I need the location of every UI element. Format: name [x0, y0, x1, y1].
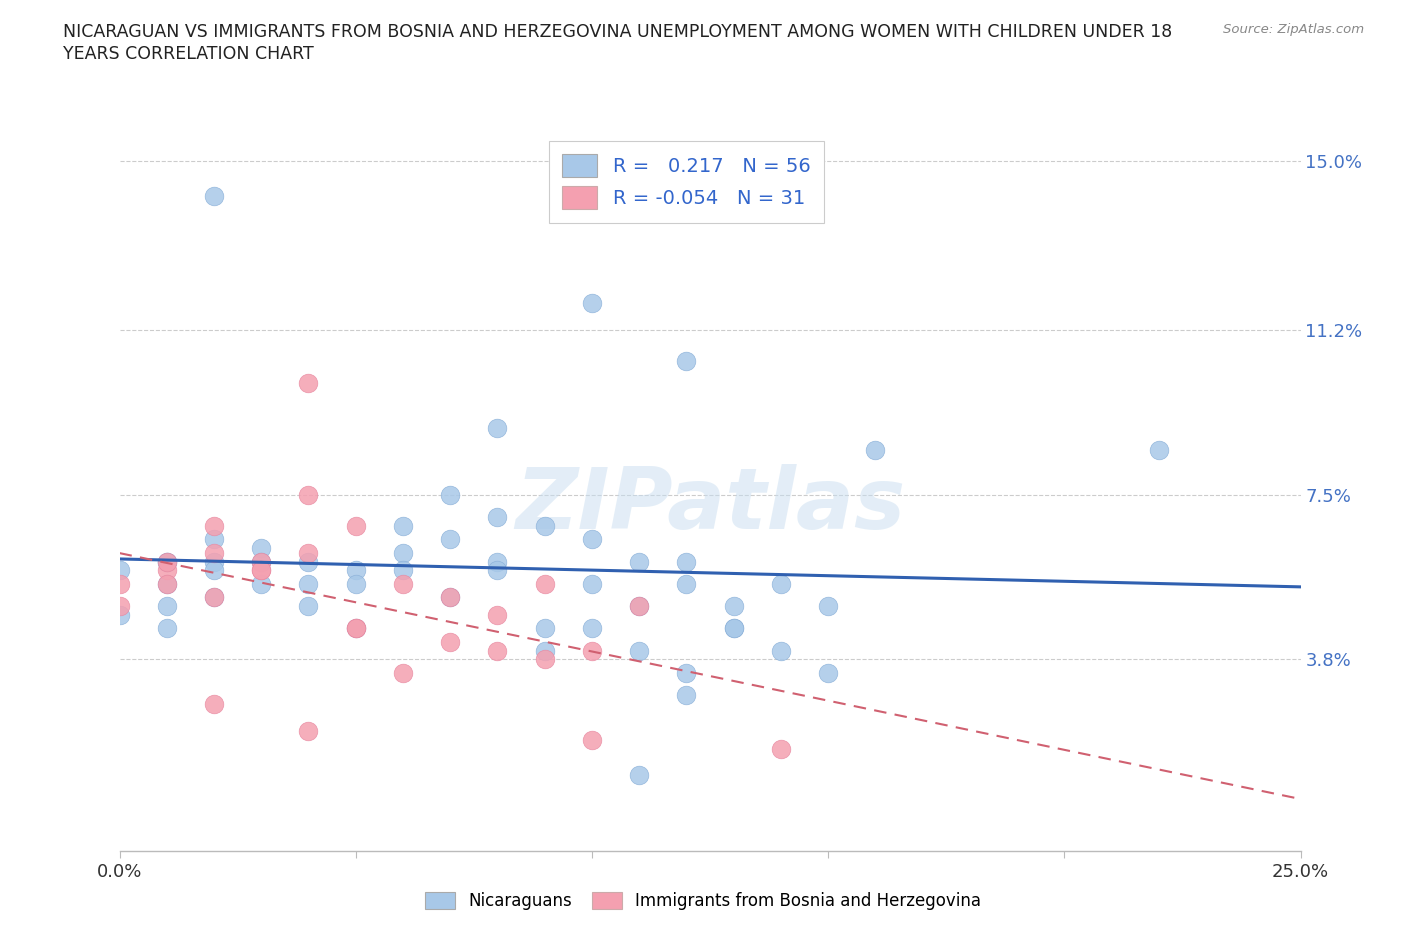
Point	[392, 518, 415, 533]
Point	[675, 554, 697, 569]
Point	[533, 644, 555, 658]
Point	[156, 621, 179, 636]
Point	[156, 554, 179, 569]
Point	[581, 577, 603, 591]
Point	[486, 563, 509, 578]
Point	[344, 577, 367, 591]
Point	[202, 697, 225, 711]
Point	[156, 554, 179, 569]
Point	[675, 577, 697, 591]
Point	[108, 577, 131, 591]
Point	[533, 621, 555, 636]
Point	[297, 724, 319, 738]
Point	[344, 518, 367, 533]
Point	[628, 554, 651, 569]
Point	[156, 554, 179, 569]
Point	[439, 590, 461, 604]
Point	[156, 577, 179, 591]
Point	[297, 599, 319, 614]
Point	[486, 554, 509, 569]
Point	[108, 607, 131, 622]
Point	[769, 644, 792, 658]
Point	[392, 577, 415, 591]
Point	[865, 443, 887, 458]
Point	[108, 599, 131, 614]
Point	[250, 540, 273, 555]
Point	[250, 563, 273, 578]
Point	[723, 621, 745, 636]
Point	[250, 577, 273, 591]
Point	[202, 563, 225, 578]
Text: Source: ZipAtlas.com: Source: ZipAtlas.com	[1223, 23, 1364, 36]
Point	[675, 687, 697, 702]
Text: ZIPatlas: ZIPatlas	[515, 464, 905, 547]
Point	[439, 487, 461, 502]
Point	[439, 532, 461, 547]
Point	[392, 665, 415, 680]
Point	[156, 563, 179, 578]
Point	[392, 563, 415, 578]
Point	[769, 577, 792, 591]
Point	[250, 554, 273, 569]
Text: NICARAGUAN VS IMMIGRANTS FROM BOSNIA AND HERZEGOVINA UNEMPLOYMENT AMONG WOMEN WI: NICARAGUAN VS IMMIGRANTS FROM BOSNIA AND…	[63, 23, 1173, 41]
Point	[344, 621, 367, 636]
Point	[486, 510, 509, 525]
Point	[723, 599, 745, 614]
Point	[392, 545, 415, 560]
Legend: Nicaraguans, Immigrants from Bosnia and Herzegovina: Nicaraguans, Immigrants from Bosnia and …	[418, 885, 988, 917]
Point	[202, 518, 225, 533]
Point	[156, 577, 179, 591]
Point	[344, 563, 367, 578]
Point	[581, 532, 603, 547]
Point	[439, 634, 461, 649]
Point	[581, 732, 603, 747]
Point	[817, 665, 839, 680]
Point	[675, 353, 697, 368]
Point	[581, 644, 603, 658]
Point	[723, 621, 745, 636]
Point	[297, 577, 319, 591]
Legend: R =   0.217   N = 56, R = -0.054   N = 31: R = 0.217 N = 56, R = -0.054 N = 31	[548, 140, 824, 222]
Point	[486, 420, 509, 435]
Point	[533, 652, 555, 667]
Point	[202, 189, 225, 204]
Point	[439, 590, 461, 604]
Point	[628, 599, 651, 614]
Text: YEARS CORRELATION CHART: YEARS CORRELATION CHART	[63, 45, 314, 62]
Point	[817, 599, 839, 614]
Point	[297, 554, 319, 569]
Point	[250, 554, 273, 569]
Point	[250, 563, 273, 578]
Point	[297, 545, 319, 560]
Point	[344, 621, 367, 636]
Point	[628, 644, 651, 658]
Point	[202, 545, 225, 560]
Point	[581, 296, 603, 311]
Point	[533, 577, 555, 591]
Point	[1147, 443, 1170, 458]
Point	[202, 532, 225, 547]
Point	[675, 665, 697, 680]
Point	[297, 376, 319, 391]
Point	[156, 599, 179, 614]
Point	[202, 554, 225, 569]
Point	[486, 644, 509, 658]
Point	[533, 518, 555, 533]
Point	[628, 599, 651, 614]
Point	[344, 621, 367, 636]
Point	[108, 563, 131, 578]
Point	[297, 487, 319, 502]
Point	[581, 621, 603, 636]
Point	[202, 590, 225, 604]
Point	[486, 607, 509, 622]
Point	[769, 741, 792, 756]
Point	[628, 768, 651, 783]
Point	[202, 590, 225, 604]
